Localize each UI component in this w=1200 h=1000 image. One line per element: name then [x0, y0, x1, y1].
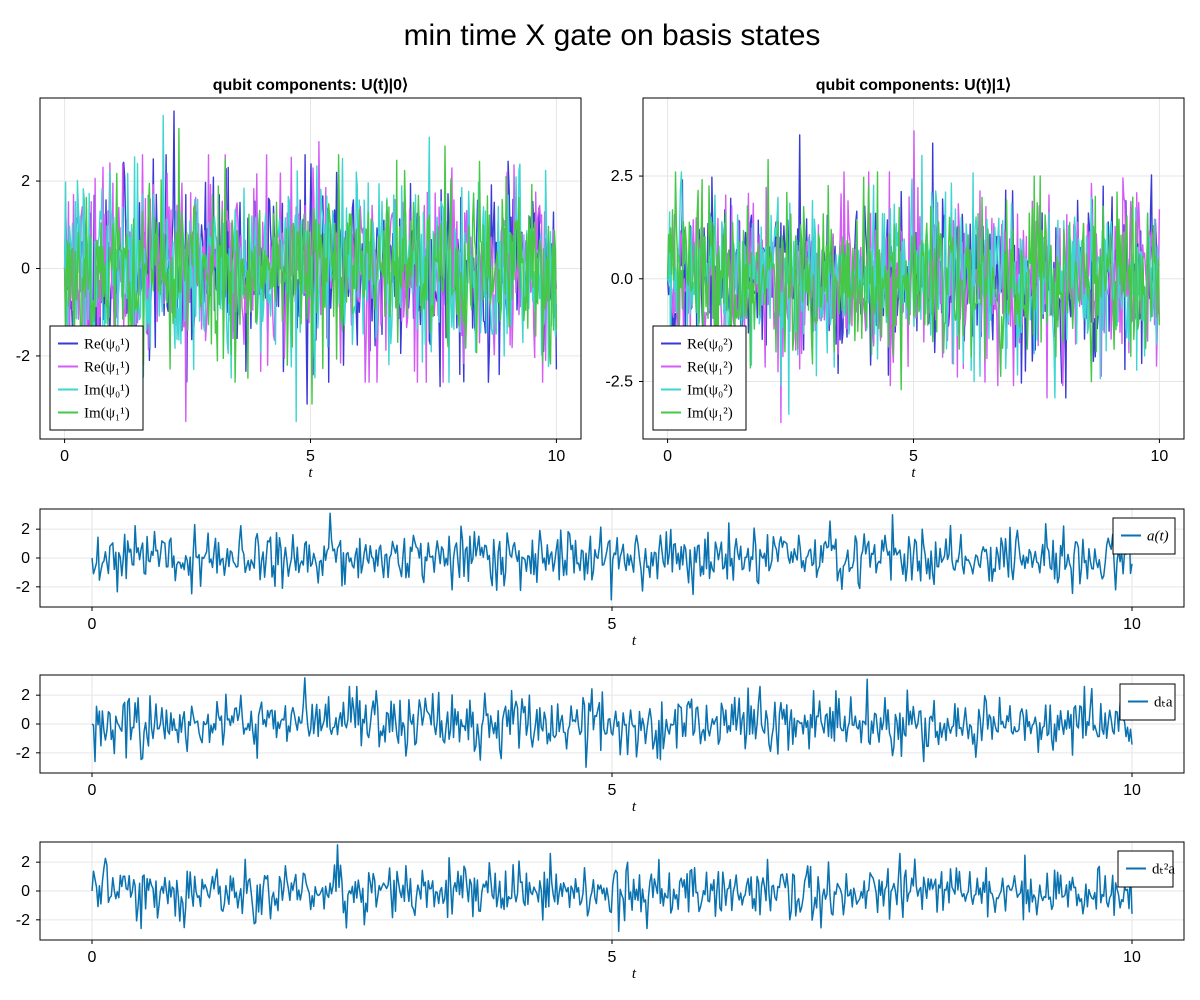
x-tick-label: 0: [663, 448, 672, 465]
legend: a(t): [1112, 517, 1176, 555]
series-line-1: [91, 844, 1133, 933]
y-tick-label: 0: [21, 261, 30, 278]
panel-2: 0 5 10 -2.5 0.0 2.5 t qubit components: U(t)|1⟩…: [605, 77, 1185, 481]
panel-3: 0 5 10 -2 0 2 t a(t): [16, 508, 1185, 649]
legend-label: Re(ψ₁²): [687, 360, 733, 376]
legend-label: Re(ψ₀¹): [84, 337, 130, 353]
legend-label: a(t): [1147, 529, 1169, 545]
y-tick-label: -2.5: [605, 373, 633, 390]
legend-label: Im(ψ₀¹): [84, 383, 130, 399]
y-tick-label: 2: [21, 854, 30, 871]
x-tick-label: 0: [60, 448, 69, 465]
x-tick-label: 0: [88, 949, 97, 966]
panel-4: 0 5 10 -2 0 2 t dₜa: [16, 674, 1185, 815]
x-axis-label: t: [632, 799, 637, 815]
x-axis-label: t: [911, 465, 916, 481]
x-axis-label: t: [632, 633, 637, 649]
series-line-4: [63, 127, 558, 405]
y-tick-label: 0.0: [611, 271, 633, 288]
legend-label: Re(ψ₁¹): [84, 360, 130, 376]
y-tick-label: 0: [21, 550, 30, 567]
y-tick-label: 0: [21, 883, 30, 900]
series-line-1: [91, 512, 1133, 601]
y-tick-label: 2: [21, 173, 30, 190]
x-tick-label: 5: [306, 448, 315, 465]
x-axis-label: t: [632, 966, 637, 982]
x-tick-label: 10: [1123, 782, 1141, 799]
series-line-4: [666, 158, 1161, 391]
x-tick-label: 10: [548, 448, 566, 465]
legend-label: dₜ²a: [1152, 862, 1175, 878]
y-tick-label: 2: [21, 521, 30, 538]
x-tick-label: 10: [1151, 448, 1169, 465]
legend: Re(ψ₀²) Re(ψ₁²) Im(ψ₀²) Im(ψ₁²): [652, 325, 747, 431]
y-tick-label: -2: [16, 745, 30, 762]
legend: dₜ²a: [1117, 850, 1175, 888]
legend-label: Im(ψ₁²): [687, 406, 733, 422]
panels: 0 5 10 -2 0 2 t qubit components: U(t)|0⟩ Re(ψ₀¹…: [16, 77, 1185, 982]
y-tick-label: -2: [16, 579, 30, 596]
legend-label: Im(ψ₀²): [687, 383, 733, 399]
panel-5: 0 5 10 -2 0 2 t dₜ²a: [16, 841, 1185, 982]
legend-label: Im(ψ₁¹): [84, 406, 130, 422]
x-tick-label: 10: [1123, 949, 1141, 966]
x-tick-label: 10: [1123, 616, 1141, 633]
x-tick-label: 0: [88, 782, 97, 799]
panel-1: 0 5 10 -2 0 2 t qubit components: U(t)|0⟩ Re(ψ₀¹…: [16, 77, 582, 481]
panel-title: qubit components: U(t)|0⟩: [213, 77, 409, 94]
legend-label: dₜa: [1154, 695, 1173, 711]
x-tick-label: 5: [608, 782, 617, 799]
y-tick-label: 2: [21, 687, 30, 704]
x-tick-label: 0: [88, 616, 97, 633]
series-line-1: [91, 677, 1133, 768]
y-tick-label: 0: [21, 716, 30, 733]
y-tick-label: -2: [16, 348, 30, 365]
legend: dₜa: [1119, 683, 1176, 721]
x-axis-label: t: [308, 465, 313, 481]
figure-title: min time X gate on basis states: [404, 19, 821, 52]
legend-label: Re(ψ₀²): [687, 337, 733, 353]
x-tick-label: 5: [909, 448, 918, 465]
x-tick-label: 5: [608, 616, 617, 633]
x-tick-label: 5: [608, 949, 617, 966]
panel-title: qubit components: U(t)|1⟩: [816, 77, 1012, 94]
y-tick-label: -2: [16, 912, 30, 929]
y-tick-label: 2.5: [611, 168, 633, 185]
legend: Re(ψ₀¹) Re(ψ₁¹) Im(ψ₀¹) Im(ψ₁¹): [49, 325, 144, 431]
